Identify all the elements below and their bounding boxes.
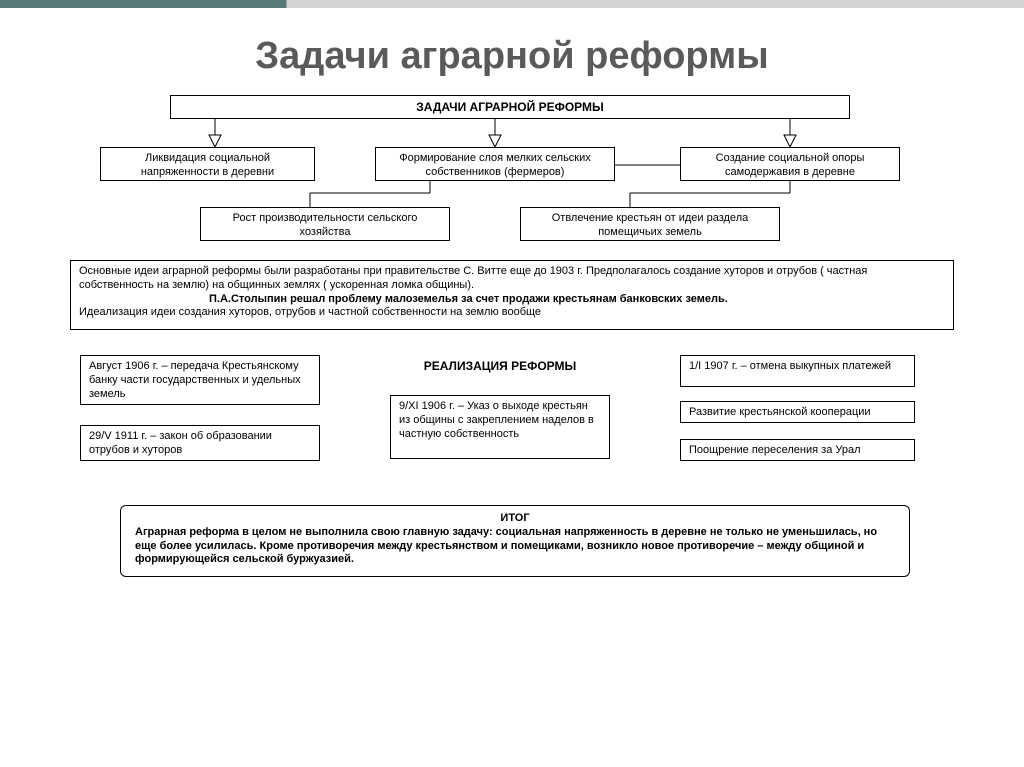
result-text: Аграрная реформа в целом не выполнила св… bbox=[135, 526, 877, 566]
node-realization-header: РЕАЛИЗАЦИЯ РЕФОРМЫ bbox=[390, 355, 610, 375]
slide-title: Задачи аграрной реформы bbox=[0, 35, 1024, 78]
node-header: ЗАДАЧИ АГРАРНОЙ РЕФОРМЫ bbox=[170, 95, 850, 119]
ideas-line1: Основные идеи аграрной реформы были разр… bbox=[79, 265, 867, 291]
edge-header-n2 bbox=[480, 119, 510, 147]
node-n4: Рост производительности сельского хозяйс… bbox=[200, 207, 450, 241]
flowchart-container: ЗАДАЧИ АГРАРНОЙ РЕФОРМЫ Ликвидация социа… bbox=[70, 95, 954, 735]
ideas-line3: Идеализация идеи создания хуторов, отруб… bbox=[79, 306, 541, 318]
accent-strip bbox=[0, 0, 1024, 8]
edge-n2-n3 bbox=[615, 157, 680, 177]
node-r-right3: Поощрение переселения за Урал bbox=[680, 439, 915, 461]
node-n2: Формирование слоя мелких сельских собств… bbox=[375, 147, 615, 181]
node-n5: Отвлечение крестьян от идеи раздела поме… bbox=[520, 207, 780, 241]
node-r-mid1: 9/XI 1906 г. – Указ о выходе крестьян из… bbox=[390, 395, 610, 459]
node-r-right1: 1/I 1907 г. – отмена выкупных платежей bbox=[680, 355, 915, 387]
node-r-left2: 29/V 1911 г. – закон об образовании отру… bbox=[80, 425, 320, 461]
node-r-right2: Развитие крестьянской кооперации bbox=[680, 401, 915, 423]
result-title: ИТОГ bbox=[500, 512, 529, 524]
node-ideas: Основные идеи аграрной реформы были разр… bbox=[70, 260, 954, 330]
node-r-left1: Август 1906 г. – передача Крестьянскому … bbox=[80, 355, 320, 405]
ideas-line2: П.А.Столыпин решал проблему малоземелья … bbox=[209, 293, 728, 305]
node-result: ИТОГ Аграрная реформа в целом не выполни… bbox=[120, 505, 910, 577]
node-n1: Ликвидация социальной напряженности в де… bbox=[100, 147, 315, 181]
node-n3: Создание социальной опоры самодержавия в… bbox=[680, 147, 900, 181]
edge-header-n1 bbox=[200, 119, 230, 147]
edge-header-n3 bbox=[775, 119, 805, 147]
